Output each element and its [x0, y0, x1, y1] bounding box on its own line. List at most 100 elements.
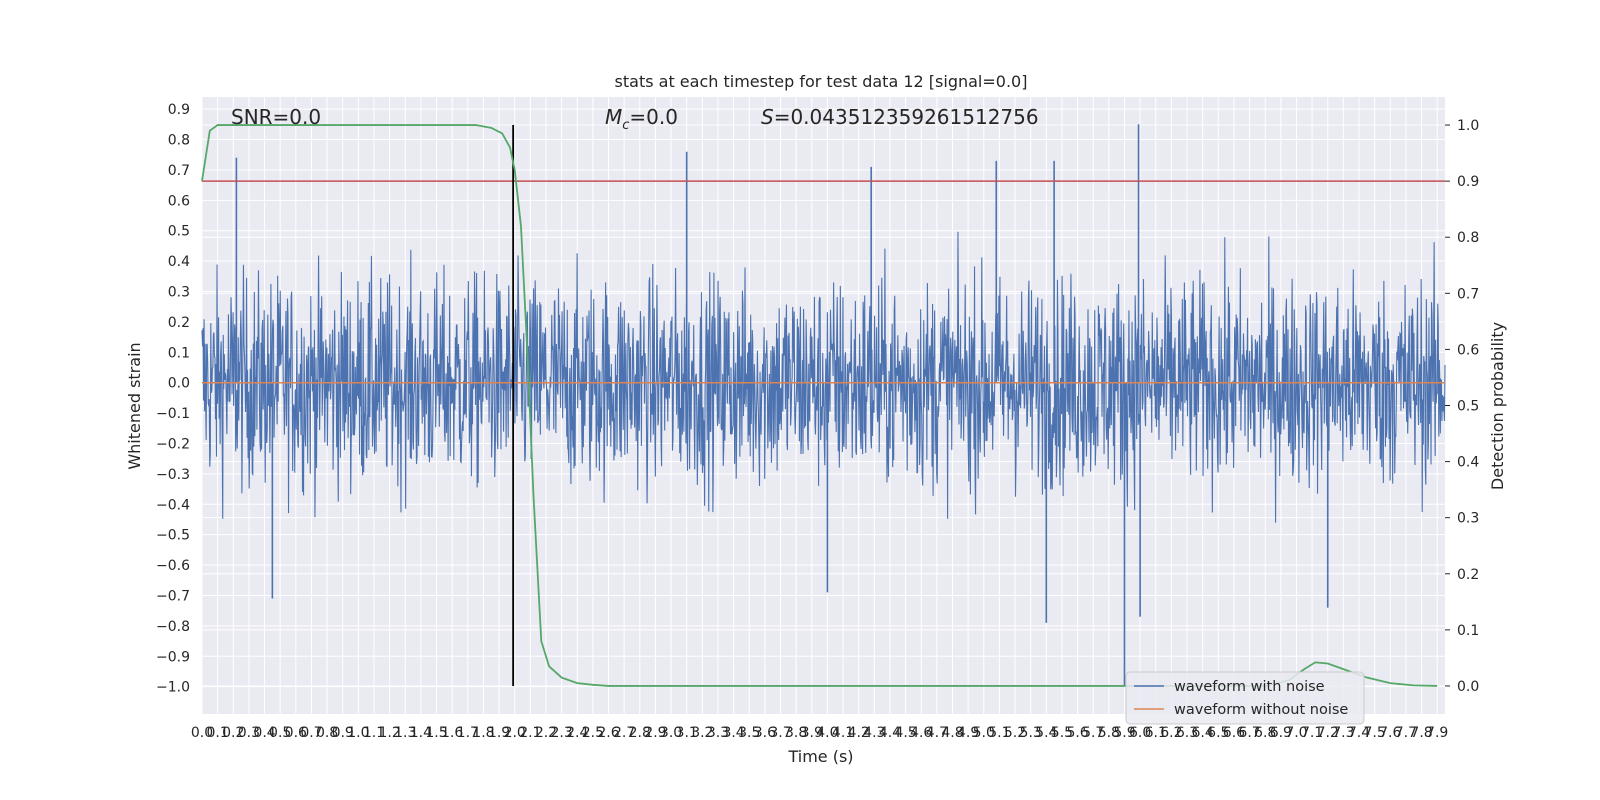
y-tick-label: 0.2	[168, 315, 190, 331]
x-tick-label: 4.8	[941, 725, 963, 741]
legend-label-noise: waveform with noise	[1174, 679, 1325, 695]
x-tick-label: 1.2	[378, 725, 400, 741]
x-tick-label: 1.1	[363, 725, 385, 741]
legend-label-clean: waveform without noise	[1174, 702, 1348, 718]
x-tick-label: 0.1	[207, 725, 229, 741]
chirp-mass-subscript: c	[622, 118, 629, 133]
x-tick-label: 4.3	[863, 725, 885, 741]
x-tick-label: 0.0	[191, 725, 213, 741]
x-tick-label: 7.4	[1348, 725, 1370, 741]
x-tick-label: 2.0	[504, 725, 526, 741]
y2-tick-label: 0.1	[1457, 623, 1479, 639]
x-tick-label: 1.7	[457, 725, 479, 741]
y-tick-label: −0.5	[156, 528, 190, 544]
x-tick-label: 7.3	[1332, 725, 1354, 741]
x-tick-label: 5.7	[1082, 725, 1104, 741]
chart-title: stats at each timestep for test data 12 …	[615, 72, 1028, 91]
x-tick-label: 7.7	[1395, 725, 1417, 741]
x-tick-label: 6.9	[1270, 725, 1292, 741]
x-tick-label: 5.9	[1113, 725, 1135, 741]
chirp-mass-annotation: Mc=0.0	[605, 105, 678, 133]
x-tick-label: 2.4	[566, 725, 588, 741]
x-tick-label: 1.3	[394, 725, 416, 741]
x-tick-label: 5.5	[1051, 725, 1073, 741]
x-tick-label: 2.8	[629, 725, 651, 741]
left-y-axis: 0.9 0.8 0.7 0.6 0.5 0.4 0.3 0.2 0.1 0.0 −0.1 −0.2 −0…	[156, 102, 190, 695]
x-tick-label: 4.5	[894, 725, 916, 741]
x-tick-label: 3.4	[722, 725, 744, 741]
x-tick-label: 6.4	[1192, 725, 1214, 741]
x-tick-label: 6.2	[1160, 725, 1182, 741]
y-tick-label: 0.9	[168, 102, 190, 118]
x-tick-label: 0.8	[316, 725, 338, 741]
x-tick-label: 0.2	[222, 725, 244, 741]
x-axis-label: Time (s)	[787, 747, 853, 766]
x-tick-label: 0.4	[253, 725, 275, 741]
x-tick-label: 7.1	[1301, 725, 1323, 741]
x-tick-label: 2.5	[582, 725, 604, 741]
noisy-waveform-line	[201, 231, 1446, 523]
y2-tick-label: 1.0	[1457, 118, 1479, 134]
x-tick-label: 2.6	[597, 725, 619, 741]
x-tick-label: 6.0	[1129, 725, 1151, 741]
statistic-annotation: S=0.043512359261512756	[761, 105, 1039, 129]
x-tick-label: 1.0	[347, 725, 369, 741]
x-tick-label: 4.1	[832, 725, 854, 741]
x-tick-label: 2.3	[550, 725, 572, 741]
y2-tick-label: 0.2	[1457, 567, 1479, 583]
y2-tick-label: 0.6	[1457, 342, 1479, 358]
x-tick-label: 7.9	[1426, 725, 1448, 741]
x-tick-label: 0.3	[238, 725, 260, 741]
x-tick-label: 3.1	[676, 725, 698, 741]
x-tick-label: 6.6	[1223, 725, 1245, 741]
x-tick-label: 5.2	[1004, 725, 1026, 741]
x-tick-label: 7.0	[1285, 725, 1307, 741]
x-tick-label: 5.6	[1066, 725, 1088, 741]
y-tick-label: 0.5	[168, 224, 190, 240]
x-tick-label: 7.5	[1364, 725, 1386, 741]
y-tick-label: −0.4	[156, 497, 190, 513]
chirp-mass-symbol: M	[605, 105, 622, 129]
y-tick-label: 0.7	[168, 163, 190, 179]
x-tick-label: 7.6	[1379, 725, 1401, 741]
y-tick-label: 0.0	[168, 376, 190, 392]
legend-box	[1125, 671, 1365, 725]
y-axis-label: Whitened strain	[125, 342, 144, 469]
x-tick-label: 1.5	[425, 725, 447, 741]
x-tick-label: 3.5	[738, 725, 760, 741]
y2-tick-label: 0.8	[1457, 230, 1479, 246]
y2-tick-label: 0.4	[1457, 455, 1479, 471]
y-tick-label: −0.6	[156, 558, 190, 574]
x-tick-label: 6.7	[1238, 725, 1260, 741]
x-tick-label: 4.4	[879, 725, 901, 741]
x-tick-label: 3.7	[769, 725, 791, 741]
x-tick-label: 3.2	[691, 725, 713, 741]
y2-tick-label: 0.5	[1457, 399, 1479, 415]
x-tick-label: 1.4	[410, 725, 432, 741]
x-tick-label: 4.2	[848, 725, 870, 741]
overlay-series	[201, 124, 1445, 687]
x-tick-label: 2.1	[519, 725, 541, 741]
x-tick-label: 7.2	[1317, 725, 1339, 741]
x-tick-label: 5.3	[1020, 725, 1042, 741]
x-tick-label: 0.9	[332, 725, 354, 741]
statistic-symbol: S	[761, 105, 774, 129]
right-y-axis: 1.0 0.9 0.8 0.7 0.6 0.5 0.4 0.3 0.2 0.1 0.0	[1445, 118, 1479, 695]
y2-tick-label: 0.9	[1457, 174, 1479, 190]
x-tick-label: 5.1	[988, 725, 1010, 741]
x-axis: 0.00.10.20.30.40.50.60.70.80.91.01.11.21…	[191, 725, 1448, 741]
y-tick-label: −0.2	[156, 436, 190, 452]
x-tick-label: 2.2	[535, 725, 557, 741]
y2-tick-label: 0.0	[1457, 679, 1479, 695]
x-tick-label: 4.9	[957, 725, 979, 741]
y-tick-label: −1.0	[156, 680, 190, 696]
y-tick-label: 0.4	[168, 254, 190, 270]
x-tick-label: 2.9	[644, 725, 666, 741]
y-tick-label: −0.8	[156, 619, 190, 635]
y-tick-label: 0.8	[168, 133, 190, 149]
legend: waveform with noise waveform without noi…	[1125, 671, 1365, 725]
x-tick-label: 0.6	[285, 725, 307, 741]
x-tick-label: 3.3	[707, 725, 729, 741]
x-tick-label: 5.8	[1098, 725, 1120, 741]
x-tick-label: 0.7	[300, 725, 322, 741]
